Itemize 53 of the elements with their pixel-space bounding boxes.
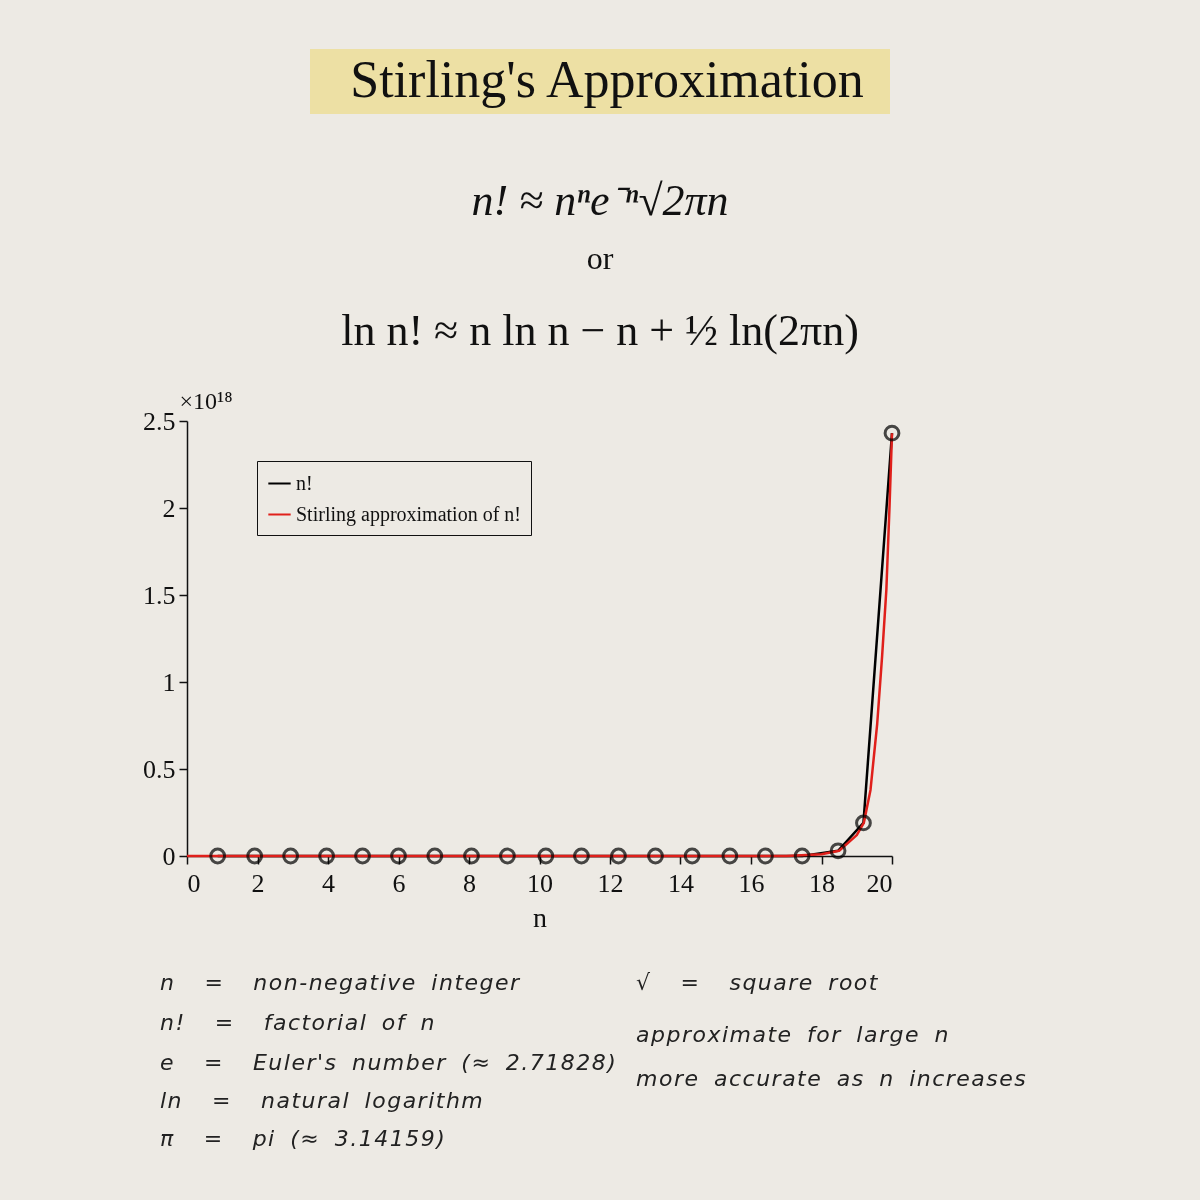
text: ln n! ≈ n ln n − n + ½ ln(2πn) bbox=[340, 305, 860, 356]
x-tick-label: 2 bbox=[251, 868, 265, 898]
text: n = non-negative integer bbox=[160, 970, 521, 995]
point bbox=[282, 847, 300, 865]
text: ln = natural logarithm bbox=[160, 1088, 485, 1113]
text: or bbox=[585, 240, 615, 277]
legend-label: Stirling approximation of n! bbox=[296, 502, 521, 526]
point bbox=[318, 847, 335, 865]
x-tick-label: 8 bbox=[463, 868, 476, 898]
point bbox=[499, 847, 516, 865]
x-tick-label: 12 bbox=[597, 868, 624, 898]
point bbox=[721, 847, 739, 865]
text: n! = factorial of n bbox=[160, 1010, 436, 1035]
point bbox=[209, 847, 227, 865]
x-tick-label: 14 bbox=[668, 868, 694, 898]
point bbox=[610, 847, 627, 865]
x-axis-title: n bbox=[533, 901, 547, 933]
chart-title: Stirling's Approximation bbox=[310, 49, 890, 114]
point bbox=[246, 847, 264, 865]
text: √ = square root bbox=[636, 970, 879, 995]
y-tick-label: 1 bbox=[162, 667, 176, 697]
point bbox=[757, 847, 774, 865]
x-tick-label: 10 bbox=[527, 868, 553, 898]
point bbox=[855, 814, 872, 832]
text: approximate for large n bbox=[636, 1022, 950, 1047]
point bbox=[683, 847, 701, 865]
y-tick-label: 2 bbox=[162, 493, 176, 523]
text: π = pi (≈ 3.14159) bbox=[160, 1126, 447, 1151]
point bbox=[426, 847, 444, 865]
point bbox=[354, 847, 371, 865]
point bbox=[647, 847, 664, 865]
point bbox=[573, 847, 590, 865]
x-tick-label: 20 bbox=[866, 868, 893, 898]
x-tick-label: 4 bbox=[322, 868, 335, 898]
point bbox=[883, 424, 901, 442]
y-tick-label: 1.5 bbox=[143, 580, 176, 610]
y-tick-label: 0 bbox=[162, 841, 176, 871]
text: e = Euler's number (≈ 2.71828) bbox=[160, 1050, 618, 1075]
x-tick-label: 6 bbox=[392, 868, 406, 898]
y-tick-label: 0.5 bbox=[143, 754, 176, 784]
x-tick-label: 16 bbox=[738, 868, 765, 898]
point bbox=[793, 847, 811, 865]
point bbox=[829, 842, 847, 860]
point bbox=[390, 847, 407, 865]
x-tick-label: 0 bbox=[187, 868, 201, 898]
y-axis-title: ×10¹⁸ bbox=[179, 387, 233, 414]
point bbox=[463, 847, 480, 865]
chart-subtitle: n! ≈ nⁿe⁻ⁿ√2πn bbox=[470, 175, 730, 227]
text: more accurate as n increases bbox=[636, 1066, 1028, 1091]
x-tick-label: 18 bbox=[809, 868, 835, 898]
legend-label: n! bbox=[296, 471, 313, 494]
y-tick-label: 2.5 bbox=[143, 406, 176, 436]
point bbox=[537, 847, 555, 865]
